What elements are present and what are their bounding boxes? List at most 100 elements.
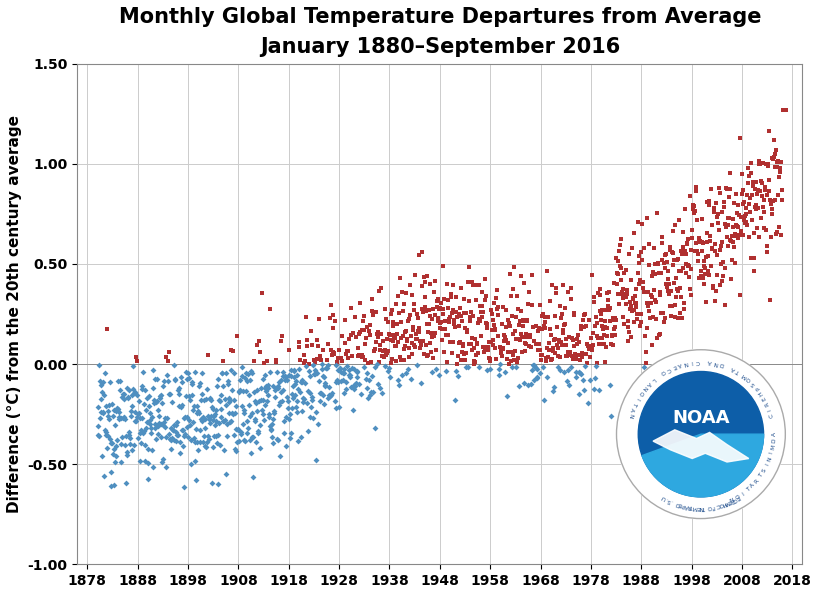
Point: [246, 408, 259, 417]
Point: [111, 405, 124, 414]
Point: [319, 355, 333, 364]
Point: [367, 307, 380, 317]
Point: [389, 341, 402, 350]
Point: [760, 159, 773, 168]
Point: [596, 331, 609, 340]
Point: [753, 177, 767, 186]
Point: [250, 340, 263, 349]
Point: [521, 381, 534, 390]
Point: [216, 416, 229, 426]
Point: [600, 301, 613, 311]
Point: [404, 374, 417, 384]
Point: [690, 256, 704, 266]
Point: [749, 177, 762, 187]
Point: [676, 227, 689, 236]
Point: [292, 342, 305, 352]
Point: [611, 289, 624, 299]
Point: [185, 380, 198, 389]
Point: [701, 196, 714, 206]
Point: [429, 346, 442, 355]
Point: [642, 240, 655, 249]
Point: [211, 430, 224, 440]
Point: [129, 387, 142, 396]
Point: [256, 375, 269, 384]
Point: [350, 367, 363, 376]
Point: [186, 406, 199, 415]
Point: [742, 193, 755, 202]
Point: [551, 351, 564, 361]
Point: [467, 356, 480, 366]
Point: [655, 238, 668, 248]
Point: [192, 446, 205, 455]
Point: [278, 375, 292, 385]
Point: [346, 405, 359, 415]
Point: [338, 315, 351, 325]
Point: [232, 437, 245, 446]
Point: [310, 336, 324, 345]
Point: [275, 396, 288, 405]
Point: [458, 356, 471, 365]
Point: [559, 352, 572, 361]
Point: [237, 419, 250, 429]
Point: [178, 413, 191, 422]
Point: [177, 432, 190, 441]
Point: [657, 259, 670, 268]
Point: [244, 367, 257, 376]
Point: [405, 322, 419, 331]
Point: [138, 386, 151, 395]
Point: [240, 416, 253, 425]
Point: [725, 255, 738, 265]
Point: [97, 390, 111, 400]
Point: [491, 331, 504, 341]
Point: [201, 431, 215, 441]
Point: [685, 233, 698, 243]
Point: [169, 437, 182, 446]
Point: [671, 286, 684, 295]
Point: [199, 442, 212, 452]
Point: [663, 246, 676, 255]
Point: [370, 332, 383, 342]
Point: [355, 325, 368, 335]
Point: [348, 312, 361, 321]
Point: [654, 268, 667, 278]
Point: [686, 201, 699, 211]
Point: [604, 411, 617, 421]
Point: [347, 364, 360, 374]
Point: [660, 287, 673, 296]
Point: [704, 245, 717, 254]
Point: [440, 280, 453, 289]
Point: [216, 381, 229, 391]
Point: [681, 273, 695, 282]
Point: [328, 316, 341, 325]
Point: [253, 443, 266, 452]
Point: [631, 279, 645, 289]
Point: [741, 171, 754, 181]
Point: [448, 396, 461, 405]
Point: [281, 397, 294, 406]
Point: [251, 406, 264, 416]
Point: [562, 332, 575, 342]
Point: [569, 355, 582, 364]
Point: [661, 266, 674, 275]
Point: [493, 342, 506, 352]
Point: [525, 271, 538, 280]
Point: [531, 327, 544, 336]
Point: [654, 255, 667, 264]
Point: [731, 233, 744, 243]
Point: [120, 451, 133, 461]
Point: [598, 322, 611, 332]
Point: [585, 342, 598, 351]
Point: [423, 328, 437, 338]
Point: [441, 303, 454, 313]
Point: [758, 186, 771, 195]
Point: [475, 287, 488, 297]
Point: [430, 302, 443, 312]
Point: [311, 342, 324, 351]
Point: [147, 383, 160, 393]
Point: [186, 377, 199, 387]
Point: [334, 367, 347, 377]
Point: [494, 345, 507, 354]
Point: [265, 425, 278, 434]
Point: [187, 402, 200, 411]
Point: [622, 327, 635, 337]
